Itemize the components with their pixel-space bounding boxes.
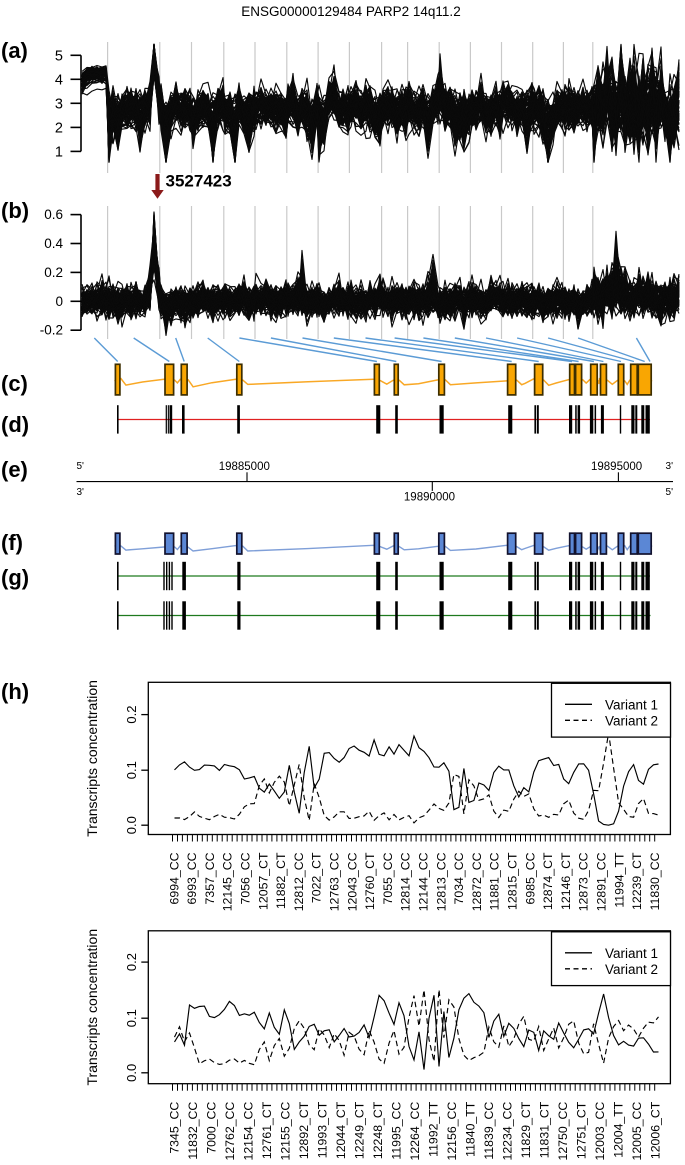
svg-text:7034_CC: 7034_CC bbox=[452, 852, 466, 904]
svg-text:11830_CC: 11830_CC bbox=[648, 852, 662, 910]
svg-text:12156_CC: 12156_CC bbox=[445, 1102, 459, 1161]
svg-text:11881_CC: 11881_CC bbox=[488, 852, 502, 910]
svg-text:6994_CC: 6994_CC bbox=[167, 852, 181, 904]
svg-text:(e): (e) bbox=[1, 457, 28, 482]
svg-text:0.2: 0.2 bbox=[124, 953, 139, 971]
svg-text:11839_CC: 11839_CC bbox=[482, 1102, 496, 1160]
svg-text:Variant 2: Variant 2 bbox=[605, 713, 658, 728]
svg-text:Variant 2: Variant 2 bbox=[605, 962, 658, 977]
svg-text:11882_CT: 11882_CT bbox=[274, 852, 288, 909]
svg-text:0.6: 0.6 bbox=[44, 207, 63, 222]
svg-text:-0.2: -0.2 bbox=[40, 323, 63, 338]
svg-text:Variant 1: Variant 1 bbox=[605, 697, 658, 712]
svg-text:11995_CC: 11995_CC bbox=[389, 1102, 403, 1160]
svg-text:3527423: 3527423 bbox=[166, 172, 232, 191]
svg-text:12762_CC: 12762_CC bbox=[223, 1102, 237, 1161]
svg-text:12004_TT: 12004_TT bbox=[611, 1101, 625, 1158]
svg-text:7345_CC: 7345_CC bbox=[167, 1102, 181, 1154]
svg-text:11992_TT: 11992_TT bbox=[426, 1101, 440, 1157]
svg-text:ENSG00000129484 PARP2 14q11.2: ENSG00000129484 PARP2 14q11.2 bbox=[241, 4, 460, 19]
svg-text:(c): (c) bbox=[1, 371, 28, 396]
svg-text:5': 5' bbox=[666, 487, 674, 498]
svg-text:Transcripts concentration: Transcripts concentration bbox=[84, 929, 100, 1086]
svg-text:12873_CC: 12873_CC bbox=[577, 852, 591, 911]
svg-text:1: 1 bbox=[55, 144, 63, 160]
svg-text:12249_CT: 12249_CT bbox=[352, 1101, 366, 1159]
svg-text:11993_CT: 11993_CT bbox=[315, 1101, 329, 1158]
svg-text:7056_CC: 7056_CC bbox=[239, 852, 253, 904]
svg-text:19885000: 19885000 bbox=[219, 461, 270, 473]
svg-text:12891_CC: 12891_CC bbox=[595, 852, 609, 911]
svg-text:12145_CC: 12145_CC bbox=[221, 852, 235, 911]
svg-text:12761_CT: 12761_CT bbox=[260, 1101, 274, 1159]
svg-text:6993_CC: 6993_CC bbox=[185, 852, 199, 904]
svg-text:(d): (d) bbox=[1, 412, 29, 437]
svg-text:5': 5' bbox=[77, 461, 85, 472]
svg-text:12154_CC: 12154_CC bbox=[241, 1102, 255, 1161]
svg-text:12146_CT: 12146_CT bbox=[559, 852, 573, 910]
svg-text:3: 3 bbox=[55, 96, 63, 112]
svg-text:12814_CC: 12814_CC bbox=[399, 852, 413, 911]
svg-text:0.1: 0.1 bbox=[124, 1009, 139, 1027]
svg-text:12892_CT: 12892_CT bbox=[297, 1101, 311, 1159]
svg-text:12812_CC: 12812_CC bbox=[292, 852, 306, 911]
svg-text:(b): (b) bbox=[1, 198, 29, 223]
svg-text:Variant 1: Variant 1 bbox=[605, 946, 658, 961]
svg-text:12044_CT: 12044_CT bbox=[334, 1101, 348, 1159]
svg-text:12813_CC: 12813_CC bbox=[434, 852, 448, 911]
svg-text:12874_CT: 12874_CT bbox=[541, 852, 555, 910]
svg-text:5: 5 bbox=[55, 48, 63, 64]
svg-text:12043_CC: 12043_CC bbox=[345, 852, 359, 911]
svg-text:0.2: 0.2 bbox=[124, 706, 139, 724]
svg-text:7357_CC: 7357_CC bbox=[203, 852, 217, 904]
svg-text:12248_CT: 12248_CT bbox=[371, 1101, 385, 1159]
svg-text:(a): (a) bbox=[1, 38, 28, 63]
svg-text:12872_CC: 12872_CC bbox=[470, 852, 484, 911]
svg-text:Transcripts concentration: Transcripts concentration bbox=[84, 680, 100, 837]
svg-text:7022_CT: 7022_CT bbox=[310, 852, 324, 903]
svg-text:0: 0 bbox=[55, 294, 63, 309]
svg-text:(g): (g) bbox=[1, 565, 29, 590]
svg-text:2: 2 bbox=[55, 120, 63, 136]
svg-text:12264_CC: 12264_CC bbox=[408, 1102, 422, 1161]
svg-text:0.1: 0.1 bbox=[124, 761, 139, 779]
svg-text:12155_CC: 12155_CC bbox=[278, 1102, 292, 1161]
svg-text:19895000: 19895000 bbox=[591, 461, 642, 473]
svg-text:7055_CC: 7055_CC bbox=[381, 852, 395, 904]
svg-text:12144_CC: 12144_CC bbox=[417, 852, 431, 911]
svg-text:0.4: 0.4 bbox=[44, 236, 63, 251]
svg-text:12239_CT: 12239_CT bbox=[630, 852, 644, 910]
svg-text:0.0: 0.0 bbox=[124, 1064, 139, 1082]
svg-text:0.0: 0.0 bbox=[124, 816, 139, 834]
svg-text:12763_CC: 12763_CC bbox=[328, 852, 342, 911]
svg-text:0.2: 0.2 bbox=[44, 265, 63, 280]
svg-text:11994_TT: 11994_TT bbox=[612, 852, 626, 908]
svg-text:12003_CC: 12003_CC bbox=[593, 1102, 607, 1161]
svg-text:12234_CC: 12234_CC bbox=[500, 1102, 514, 1161]
svg-text:12760_CT: 12760_CT bbox=[363, 852, 377, 910]
svg-text:11829_CT: 11829_CT bbox=[519, 1101, 533, 1158]
svg-text:12751_CT: 12751_CT bbox=[574, 1101, 588, 1159]
svg-text:(h): (h) bbox=[1, 679, 29, 704]
svg-text:12005_CC: 12005_CC bbox=[630, 1102, 644, 1161]
svg-text:11832_CC: 11832_CC bbox=[186, 1102, 200, 1160]
svg-text:12815_CT: 12815_CT bbox=[506, 852, 520, 910]
svg-text:19890000: 19890000 bbox=[404, 492, 455, 504]
svg-text:3': 3' bbox=[77, 487, 85, 498]
svg-text:12750_CC: 12750_CC bbox=[556, 1102, 570, 1161]
svg-text:(f): (f) bbox=[1, 530, 23, 555]
svg-text:12006_CT: 12006_CT bbox=[648, 1101, 662, 1159]
svg-text:6985_CC: 6985_CC bbox=[523, 852, 537, 904]
svg-text:12057_CT: 12057_CT bbox=[256, 852, 270, 910]
svg-text:7000_CC: 7000_CC bbox=[204, 1102, 218, 1154]
svg-text:11840_TT: 11840_TT bbox=[463, 1101, 477, 1157]
svg-text:4: 4 bbox=[55, 72, 63, 88]
svg-text:3': 3' bbox=[666, 461, 674, 472]
svg-text:11831_CT: 11831_CT bbox=[537, 1101, 551, 1158]
